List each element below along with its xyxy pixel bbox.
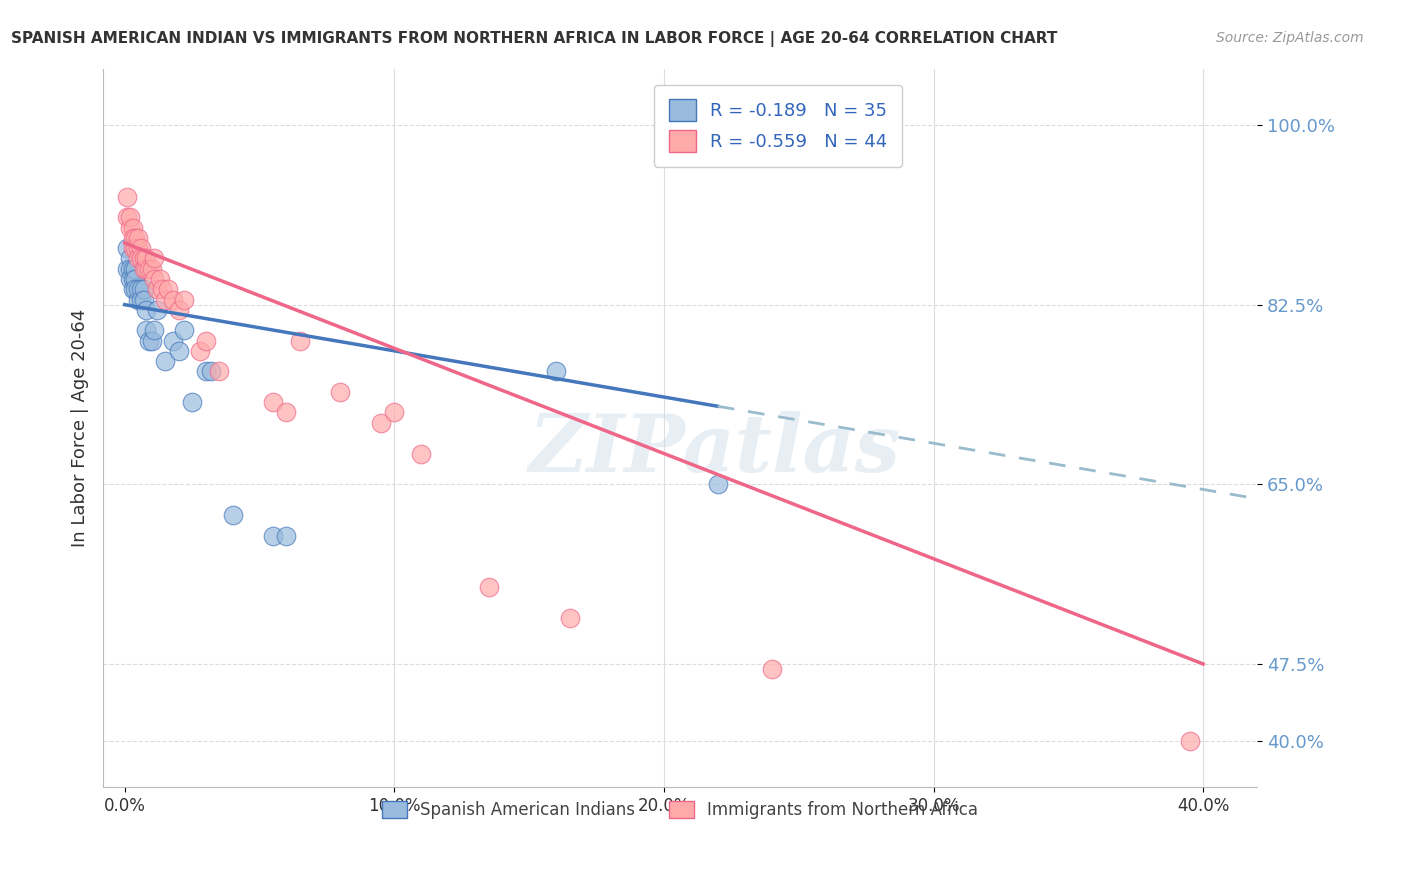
Point (120, 261, 142, 276)
Point (127, 252, 149, 266)
Point (329, 384, 352, 399)
Point (127, 231, 149, 245)
Point (167, 343, 190, 358)
Point (124, 282, 146, 296)
Point (120, 272, 142, 286)
Point (127, 241, 149, 255)
Point (276, 528, 298, 542)
Point (478, 580, 501, 594)
Point (124, 231, 146, 245)
Point (707, 477, 730, 491)
Point (382, 405, 405, 419)
Text: ZIPatlas: ZIPatlas (529, 410, 901, 488)
Point (117, 261, 139, 276)
Point (221, 508, 243, 522)
Point (544, 364, 567, 378)
Point (132, 282, 155, 296)
Point (117, 190, 139, 204)
Point (135, 252, 157, 266)
Point (129, 282, 152, 296)
Point (132, 252, 155, 266)
Point (124, 261, 146, 276)
Point (138, 334, 160, 348)
Point (127, 282, 149, 296)
Point (156, 282, 179, 296)
Point (143, 272, 166, 286)
Point (276, 405, 298, 419)
Legend: Spanish American Indians, Immigrants from Northern Africa: Spanish American Indians, Immigrants fro… (375, 794, 984, 826)
Point (146, 302, 169, 317)
Point (188, 343, 211, 358)
Point (135, 302, 157, 317)
Text: Source: ZipAtlas.com: Source: ZipAtlas.com (1216, 31, 1364, 45)
Point (120, 211, 142, 225)
Point (141, 334, 163, 348)
Point (262, 528, 284, 542)
Point (200, 364, 222, 378)
Point (121, 231, 143, 245)
Point (162, 293, 184, 307)
Point (152, 282, 174, 296)
Point (370, 416, 392, 430)
Point (121, 241, 143, 255)
Point (146, 282, 169, 296)
Point (208, 364, 231, 378)
Point (173, 293, 195, 307)
Point (262, 395, 284, 409)
Point (129, 241, 152, 255)
Point (129, 252, 152, 266)
Point (411, 446, 433, 460)
Point (120, 252, 142, 266)
Point (121, 272, 143, 286)
Point (117, 211, 139, 225)
Point (153, 293, 176, 307)
Point (153, 354, 176, 368)
Point (135, 261, 157, 276)
Point (558, 611, 581, 625)
Point (124, 272, 146, 286)
Point (121, 220, 143, 235)
Point (1178, 734, 1201, 748)
Point (194, 334, 217, 348)
Point (162, 334, 184, 348)
Point (167, 302, 190, 317)
Point (181, 395, 204, 409)
Point (149, 272, 172, 286)
Point (761, 662, 783, 676)
Text: SPANISH AMERICAN INDIAN VS IMMIGRANTS FROM NORTHERN AFRICA IN LABOR FORCE | AGE : SPANISH AMERICAN INDIAN VS IMMIGRANTS FR… (11, 31, 1057, 47)
Point (124, 241, 146, 255)
Point (288, 334, 311, 348)
Point (117, 241, 139, 255)
Point (120, 220, 142, 235)
Point (141, 261, 163, 276)
Point (173, 323, 195, 337)
Y-axis label: In Labor Force | Age 20-64: In Labor Force | Age 20-64 (72, 309, 89, 547)
Point (129, 293, 152, 307)
Point (121, 261, 143, 276)
Point (121, 282, 143, 296)
Point (132, 293, 155, 307)
Point (135, 323, 157, 337)
Point (127, 293, 149, 307)
Point (132, 261, 155, 276)
Point (138, 261, 160, 276)
Point (143, 323, 166, 337)
Point (194, 364, 217, 378)
Point (143, 252, 166, 266)
